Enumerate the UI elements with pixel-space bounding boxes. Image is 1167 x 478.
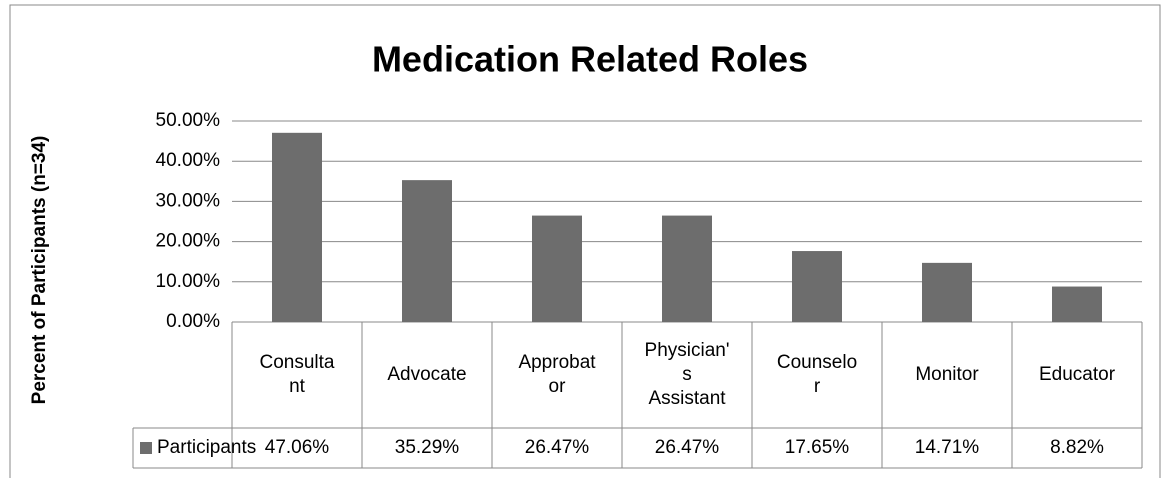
bar (272, 132, 322, 322)
bar (662, 215, 712, 322)
data-label: 14.71% (915, 437, 980, 458)
data-label: 17.65% (785, 437, 850, 458)
legend-label: Participants (157, 437, 256, 458)
data-label: 26.47% (525, 437, 590, 458)
x-tick-label: Educator (1039, 364, 1116, 385)
y-tick-label: 0.00% (166, 311, 220, 332)
x-tick-label: Consulta nt (260, 352, 335, 397)
y-tick-label: 20.00% (156, 231, 221, 252)
x-tick-label: Counselo r (777, 352, 857, 397)
x-tick-label: Advocate (387, 364, 466, 385)
y-axis-label: Percent of Participants (n=34) (29, 136, 50, 405)
data-label: 35.29% (395, 437, 460, 458)
x-tick-label: Monitor (915, 364, 979, 385)
x-tick-label: Approbat or (518, 352, 596, 397)
y-tick-label: 10.00% (156, 271, 221, 292)
data-label: 8.82% (1050, 437, 1104, 458)
legend-key (140, 442, 152, 454)
bar (792, 251, 842, 322)
chart-title: Medication Related Roles (372, 39, 808, 80)
bar (402, 180, 452, 322)
x-tick-label: Physician' s Assistant (645, 340, 730, 409)
data-label: 26.47% (655, 437, 720, 458)
bar (1052, 286, 1102, 322)
data-label: 47.06% (265, 437, 330, 458)
y-tick-label: 30.00% (156, 190, 221, 211)
bar (532, 215, 582, 322)
y-tick-label: 40.00% (156, 150, 221, 171)
y-tick-label: 50.00% (156, 110, 221, 131)
bar (922, 262, 972, 322)
